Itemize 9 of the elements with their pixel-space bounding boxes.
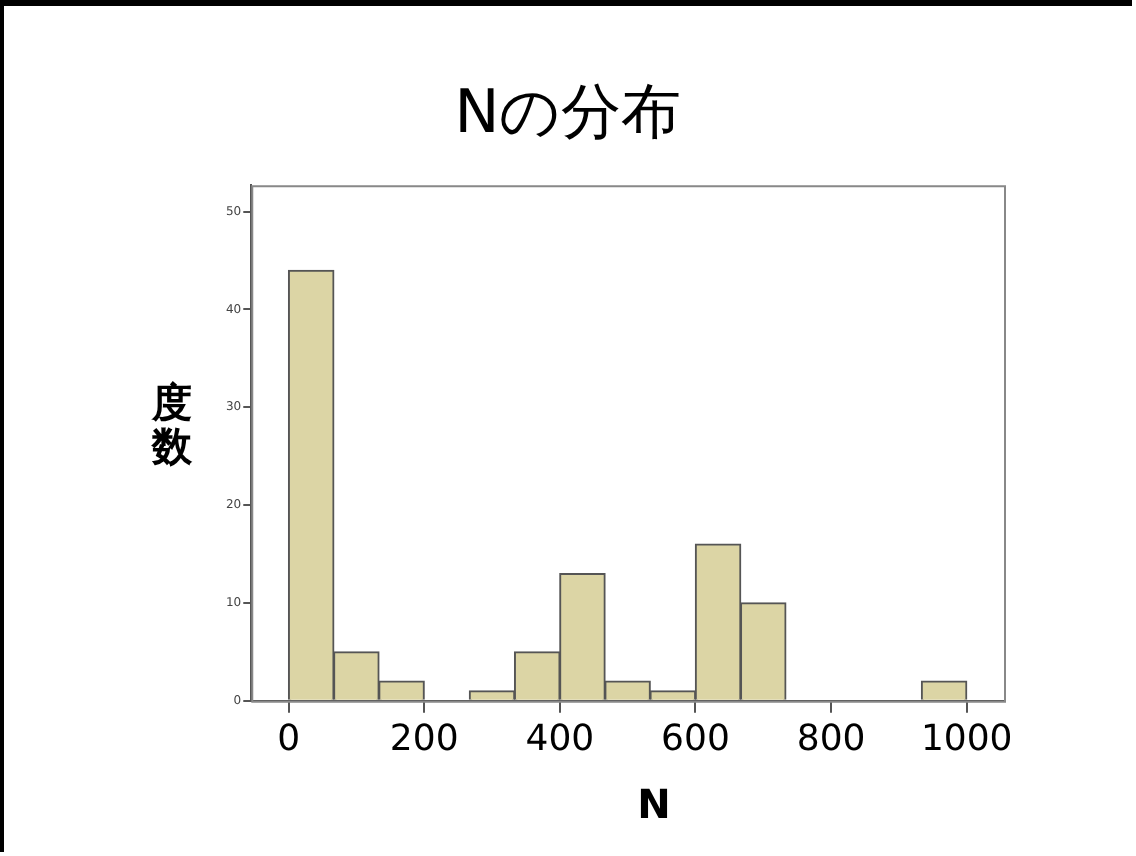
x-tick-label: 600	[661, 717, 730, 760]
x-axis-title: N	[635, 780, 673, 828]
x-tick-label: 800	[796, 717, 866, 760]
y-axis-title: 度数	[152, 378, 194, 470]
chart-title: Nの分布	[452, 76, 684, 152]
x-tick-label: 1000	[920, 717, 1013, 760]
x-tick-label: 400	[525, 717, 595, 760]
x-tick-label: 0	[277, 717, 301, 760]
x-tick-label: 200	[389, 717, 459, 760]
